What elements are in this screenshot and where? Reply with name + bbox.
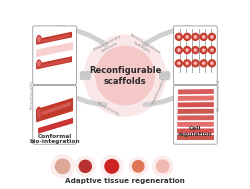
Polygon shape [36,98,73,122]
Circle shape [129,157,147,175]
Ellipse shape [38,61,40,66]
Polygon shape [38,58,70,69]
Circle shape [202,49,205,51]
Polygon shape [38,118,73,134]
Circle shape [156,160,169,173]
Text: Cross-linking: Cross-linking [96,99,121,114]
Circle shape [194,49,196,51]
Circle shape [185,48,190,52]
Text: Adaptive tissue regeneration: Adaptive tissue regeneration [65,178,185,184]
FancyBboxPatch shape [174,26,217,85]
Polygon shape [38,102,71,117]
Circle shape [175,59,183,67]
Circle shape [208,33,216,41]
Circle shape [202,61,206,66]
Circle shape [183,33,191,41]
Circle shape [186,49,188,51]
Polygon shape [36,42,73,57]
Circle shape [183,46,191,54]
Circle shape [96,46,154,105]
Circle shape [208,59,216,67]
Circle shape [185,61,190,66]
Ellipse shape [37,60,41,67]
Circle shape [132,161,144,172]
Circle shape [202,36,205,38]
Circle shape [178,62,180,64]
Circle shape [175,33,183,41]
Polygon shape [178,96,214,101]
Text: Conformal
bio-integration: Conformal bio-integration [30,133,80,144]
Polygon shape [178,109,214,114]
Polygon shape [36,56,72,69]
Circle shape [76,157,95,176]
Ellipse shape [37,107,41,121]
Polygon shape [177,122,214,127]
FancyBboxPatch shape [33,85,76,144]
Circle shape [176,48,181,52]
Circle shape [186,62,188,64]
Circle shape [56,159,70,174]
Circle shape [210,35,214,39]
Circle shape [200,46,208,54]
Text: Stimuli-responsive
hydrogels: Stimuli-responsive hydrogels [126,33,161,59]
Ellipse shape [37,36,41,43]
Circle shape [79,160,91,172]
Text: Cell
regulation: Cell regulation [178,126,213,137]
Polygon shape [177,135,214,140]
Ellipse shape [38,37,40,42]
Circle shape [178,36,180,38]
FancyBboxPatch shape [33,26,76,85]
Circle shape [51,155,74,178]
Polygon shape [178,102,214,107]
Circle shape [178,49,180,51]
Text: Reconfigurable
scaffolds: Reconfigurable scaffolds [89,66,161,86]
Circle shape [211,36,213,38]
Circle shape [202,35,206,39]
Circle shape [186,36,188,38]
Circle shape [210,48,214,52]
Circle shape [202,48,206,52]
Polygon shape [177,128,214,133]
Circle shape [176,61,181,66]
Circle shape [202,62,205,64]
Circle shape [105,160,118,173]
Circle shape [211,49,213,51]
Circle shape [185,35,190,39]
Polygon shape [178,115,214,120]
Text: Micro-structured: Micro-structured [216,78,220,111]
Text: Shape memory
polymers: Shape memory polymers [93,34,124,56]
Polygon shape [178,89,214,94]
Circle shape [193,48,198,52]
Circle shape [200,59,208,67]
Circle shape [191,46,200,54]
Circle shape [183,59,191,67]
Circle shape [208,46,216,54]
Polygon shape [36,32,72,45]
Circle shape [84,35,166,116]
Circle shape [200,33,208,41]
Circle shape [194,36,196,38]
Circle shape [210,61,214,66]
Circle shape [194,62,196,64]
Circle shape [193,61,198,66]
Text: Reconfigurable: Reconfigurable [30,80,34,109]
Circle shape [176,35,181,39]
Ellipse shape [38,110,40,118]
Circle shape [191,59,200,67]
Circle shape [191,33,200,41]
Circle shape [96,46,154,105]
Polygon shape [38,34,70,44]
Circle shape [193,35,198,39]
Circle shape [153,156,173,176]
Circle shape [101,155,123,177]
Circle shape [175,46,183,54]
Circle shape [211,62,213,64]
FancyBboxPatch shape [174,85,217,144]
Text: Liquid crystals: Liquid crystals [149,77,164,104]
